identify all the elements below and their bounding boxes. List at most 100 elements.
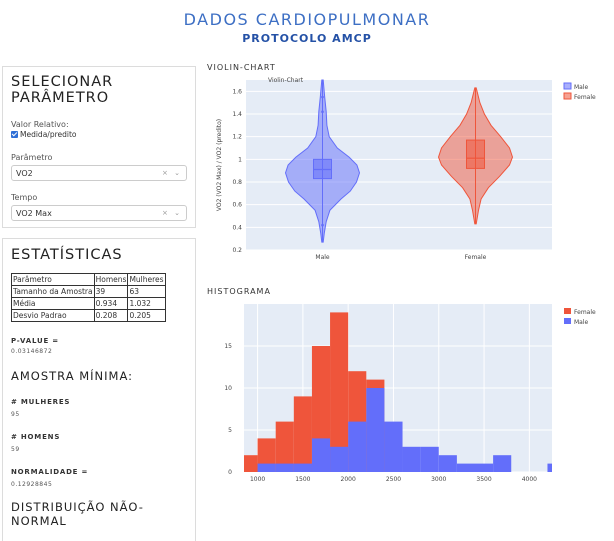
homens-value: 59 bbox=[11, 446, 20, 453]
violin-xtick-label: Female bbox=[465, 254, 487, 261]
histogram-bars bbox=[244, 312, 552, 472]
medida-predito-checkbox[interactable]: Medida/predito bbox=[11, 130, 187, 139]
table-cell: Parâmetro bbox=[11, 273, 95, 286]
clear-chevron-icon[interactable]: × ⌄ bbox=[162, 209, 182, 217]
violin-outlier-point bbox=[321, 223, 324, 227]
histogram-bar-male bbox=[366, 388, 385, 472]
histogram-legend-swatch bbox=[564, 318, 571, 324]
histogram-bar-male bbox=[293, 463, 312, 472]
histogram-bar-female bbox=[244, 455, 258, 472]
parametro-select[interactable]: VO2 × ⌄ bbox=[11, 165, 187, 181]
histogram-bar-male bbox=[275, 463, 294, 472]
violin-ytick-label: 0.4 bbox=[232, 224, 242, 231]
table-cell: 0.934 bbox=[93, 297, 129, 310]
histogram-bar-male bbox=[456, 463, 475, 472]
histogram-bar-female bbox=[275, 421, 294, 472]
statistics-title: ESTATÍSTICAS bbox=[11, 247, 123, 263]
histogram-ytick-label: 0 bbox=[228, 469, 232, 476]
page-title: DADOS CARDIOPULMONAR bbox=[183, 10, 431, 29]
table-row: Média 0.934 1.032 bbox=[11, 297, 166, 310]
page-header: DADOS CARDIOPULMONAR PROTOCOLO AMCP bbox=[0, 10, 614, 45]
mulheres-value: 95 bbox=[11, 411, 20, 418]
table-cell: Mulheres bbox=[127, 273, 166, 286]
violin-ytick-label: 0.6 bbox=[232, 202, 242, 209]
histogram-bar-male bbox=[438, 455, 457, 472]
amostra-minima-title: AMOSTRA MÍNIMA: bbox=[11, 369, 133, 383]
table-cell: 0.205 bbox=[127, 309, 166, 322]
histogram-bar-male bbox=[547, 463, 552, 472]
histogram-ytick-label: 15 bbox=[224, 343, 232, 350]
parameter-panel-title-line1: SELECIONAR bbox=[11, 74, 114, 90]
violin-xtick-label: Male bbox=[315, 254, 330, 261]
violin-ylabel: VO2 (VO2 Max) / VO2 (predito) bbox=[216, 119, 223, 211]
table-cell: Desvio Padrao bbox=[11, 309, 95, 322]
statistics-table: Parâmetro Homens Mulheres Tamanho da Amostr… bbox=[11, 273, 166, 322]
violin-legend-label: Male bbox=[574, 84, 589, 91]
tempo-label: Tempo bbox=[11, 193, 38, 202]
normalidade-label: NORMALIDADE = bbox=[11, 468, 89, 476]
distribuicao-title-line1: DISTRIBUIÇÃO NÃO- bbox=[11, 500, 144, 514]
histogram-bar-male bbox=[384, 421, 403, 472]
medida-predito-label: Medida/predito bbox=[20, 130, 77, 139]
violin-ytick-label: 1.4 bbox=[232, 111, 242, 118]
pvalue-value: 0.03146872 bbox=[11, 348, 53, 355]
histogram-bar-female bbox=[293, 396, 312, 472]
table-cell: 39 bbox=[93, 285, 129, 298]
histogram-bar-male bbox=[348, 421, 367, 472]
violin-chart[interactable]: Violin-Chart 0.2 0.4 0.6 0.8 1 1.2 1.4 1.6 VO2 (V… bbox=[206, 70, 614, 270]
distribuicao-title: DISTRIBUIÇÃO NÃO- NORMAL bbox=[11, 500, 187, 528]
histogram-xtick-label: 3000 bbox=[431, 476, 446, 483]
histogram-legend-label: Male bbox=[574, 319, 589, 326]
histogram-bar-male bbox=[475, 463, 494, 472]
violin-ytick-label: 1 bbox=[238, 156, 242, 163]
table-cell: Média bbox=[11, 297, 95, 310]
violin-outlier-point bbox=[321, 95, 324, 99]
table-cell: 0.208 bbox=[93, 309, 129, 322]
normalidade-value: 0.12928845 bbox=[11, 481, 53, 488]
parametro-select-value: VO2 bbox=[16, 168, 33, 178]
pvalue-label: P-VALUE = bbox=[11, 337, 59, 345]
histogram-bar-male bbox=[402, 446, 421, 472]
violin-chart-title: Violin-Chart bbox=[268, 77, 304, 84]
distribuicao-title-line2: NORMAL bbox=[11, 514, 67, 528]
statistics-table-header: Parâmetro Homens Mulheres bbox=[11, 273, 166, 286]
histogram-xtick-label: 1000 bbox=[250, 476, 265, 483]
violin-ytick-label: 0.2 bbox=[232, 247, 242, 254]
tempo-select[interactable]: VO2 Max × ⌄ bbox=[11, 205, 187, 221]
histogram-xtick-label: 3500 bbox=[476, 476, 491, 483]
homens-label: # HOMENS bbox=[11, 433, 61, 441]
checkbox-checked-icon[interactable] bbox=[11, 131, 18, 138]
violin-section-title: VIOLIN-CHART bbox=[207, 63, 276, 72]
histogram-xtick-label: 4000 bbox=[522, 476, 537, 483]
histogram-ytick-label: 5 bbox=[228, 427, 232, 434]
table-cell: Homens bbox=[93, 273, 129, 286]
statistics-panel: ESTATÍSTICAS Parâmetro Homens Mulheres Tama… bbox=[2, 238, 196, 541]
histogram-chart[interactable]: 0 5 10 15 1000 1500 2000 2500 3000 3500 4000 Female… bbox=[206, 296, 614, 496]
histogram-xtick-label: 2000 bbox=[341, 476, 356, 483]
mulheres-label: # MULHERES bbox=[11, 398, 71, 406]
parameter-panel: SELECIONAR PARÂMETRO Valor Relativo: Med… bbox=[2, 66, 196, 228]
table-cell: Tamanho da Amostra bbox=[11, 285, 95, 298]
histogram-bar-male bbox=[311, 438, 331, 472]
violin-legend-swatch bbox=[563, 82, 572, 90]
histogram-legend-swatch bbox=[564, 308, 571, 314]
parameter-panel-title-line2: PARÂMETRO bbox=[11, 90, 110, 106]
violin-legend-swatch bbox=[563, 92, 572, 100]
histogram-xtick-label: 1500 bbox=[295, 476, 310, 483]
histogram-bar-male bbox=[493, 455, 512, 472]
table-row: Tamanho da Amostra 39 63 bbox=[11, 285, 166, 298]
violin-box-female bbox=[466, 139, 485, 169]
violin-ytick-label: 0.8 bbox=[232, 179, 242, 186]
table-cell: 63 bbox=[127, 285, 166, 298]
histogram-legend-label: Female bbox=[574, 309, 596, 316]
histogram-bar-male bbox=[330, 446, 349, 472]
tempo-select-value: VO2 Max bbox=[16, 208, 52, 218]
violin-outlier-point bbox=[321, 110, 324, 114]
valor-relativo-label: Valor Relativo: bbox=[11, 120, 69, 129]
page-subtitle: PROTOCOLO AMCP bbox=[242, 32, 372, 45]
violin-legend-label: Female bbox=[574, 94, 596, 101]
clear-chevron-icon[interactable]: × ⌄ bbox=[162, 169, 182, 177]
table-cell: 1.032 bbox=[127, 297, 166, 310]
histogram-bar-male bbox=[257, 463, 276, 472]
histogram-ytick-label: 10 bbox=[224, 385, 232, 392]
